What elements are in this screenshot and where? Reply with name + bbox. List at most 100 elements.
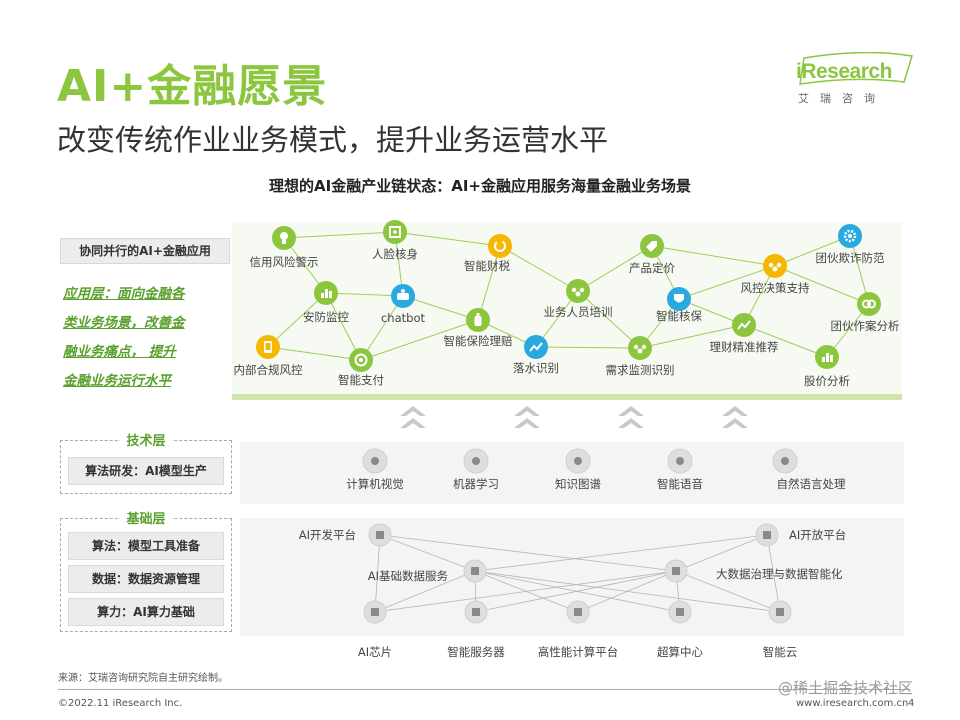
connector-line: [577, 570, 677, 613]
tech-node-label: 智能语音: [657, 477, 703, 491]
ml-icon: [463, 448, 489, 474]
app-node: 内部合规风控: [234, 335, 303, 377]
chevron-up-icon: [722, 406, 748, 428]
chevron-up-icon: [400, 406, 426, 428]
team-icon: [566, 279, 590, 303]
connector-line: [379, 534, 677, 572]
connector-line: [402, 295, 479, 321]
app-node: 安防监控: [303, 281, 349, 324]
tech-nodes: 计算机视觉 机器学习 知识图谱 智能语音 自然语言处理: [346, 448, 846, 491]
connector-line: [675, 570, 781, 613]
group-icon: [763, 254, 787, 278]
desc-line: 金融业务运行水平: [63, 373, 171, 389]
infrastructure-icon: [768, 600, 792, 624]
tech-node-label: 机器学习: [453, 477, 499, 491]
connector-line: [325, 292, 362, 361]
app-node: 理财精准推荐: [710, 313, 779, 354]
payment-icon: [349, 348, 373, 372]
app-node-label: 智能核保: [656, 309, 702, 323]
app-node: 业务人员培训: [544, 279, 613, 319]
base-node-label: 超算中心: [657, 645, 703, 659]
logo-swoosh-icon: [799, 52, 913, 85]
connector-line: [577, 290, 641, 349]
app-node: 智能支付: [338, 348, 384, 387]
connector-line: [477, 245, 501, 321]
app-node: chatbot: [381, 284, 426, 325]
app-node-label: 落水识别: [513, 361, 559, 375]
base-node: AI基础数据服务: [368, 559, 487, 583]
app-node-label: 安防监控: [303, 310, 349, 324]
refresh-icon: [488, 234, 512, 258]
chevron-up-icon: [618, 406, 644, 428]
app-node-label: 智能支付: [338, 373, 384, 387]
chevron-up-icon: [514, 406, 540, 428]
base-node: 智能云: [763, 600, 798, 659]
app-node: 人脸核身: [372, 220, 418, 261]
page-number: 4: [908, 698, 915, 709]
connector-line: [774, 235, 851, 267]
tech-node: 机器学习: [453, 448, 499, 491]
connector-line: [675, 534, 768, 572]
app-node-label: 业务人员培训: [544, 305, 613, 319]
infrastructure-icon: [368, 523, 392, 547]
connector-line: [394, 231, 501, 247]
tech-node: 自然语言处理: [772, 448, 846, 491]
tech-layer-box: 算法研发：AI模型生产: [68, 457, 224, 485]
tech-node: 计算机视觉: [346, 448, 404, 491]
application-panel: [232, 222, 902, 400]
connector-line: [499, 245, 579, 292]
connector-line: [766, 534, 781, 613]
app-layer-description: 应用层：面向金融各 类业务场景，改善金 融业务痛点， 提升 金融业务运行水平: [63, 280, 233, 396]
connector-line: [374, 570, 677, 613]
tech-layer-label-text: 技术层: [120, 434, 172, 449]
infrastructure-icon: [464, 600, 488, 624]
lightbulb-icon: [272, 226, 296, 250]
app-node-label: 智能财税: [464, 259, 510, 273]
connector-line: [374, 534, 381, 613]
app-node: 产品定价: [629, 234, 675, 275]
graph-icon: [565, 448, 591, 474]
app-node-label: 人脸核身: [372, 247, 418, 261]
desc-line: 类业务场景，改善金: [63, 315, 185, 331]
connector-line: [360, 319, 479, 361]
base-node-label: AI开放平台: [789, 528, 846, 542]
connector-line: [743, 324, 828, 358]
mic-icon: [667, 448, 693, 474]
base-node-label: 智能云: [763, 645, 798, 659]
desc-line: 融业务痛点， 提升: [63, 344, 176, 360]
chart-icon: [314, 281, 338, 305]
monitor-icon: [628, 336, 652, 360]
infrastructure-icon: [668, 600, 692, 624]
connector-line: [639, 324, 745, 349]
app-node-label: 信用风险警示: [250, 255, 319, 269]
app-node: 智能核保: [656, 287, 702, 323]
base-nodes: AI开发平台 AI开放平台 AI基础数据服务 大数据治理与数据智能化 AI芯片 智能服务器…: [299, 523, 846, 659]
base-box-data: 数据：数据资源管理: [68, 565, 224, 593]
infrastructure-icon: [566, 600, 590, 624]
connector-line: [678, 265, 776, 300]
app-node: 股价分析: [804, 345, 850, 388]
eye-icon: [362, 448, 388, 474]
tech-node-label: 知识图谱: [555, 477, 601, 491]
app-node-label: chatbot: [381, 311, 426, 325]
app-layer-box: 协同并行的AI+金融应用: [60, 238, 230, 264]
app-node-label: 需求监测识别: [606, 363, 675, 377]
infrastructure-icon: [755, 523, 779, 547]
connector-line: [651, 245, 776, 267]
shield-icon: [667, 287, 691, 311]
watermark: @稀土掘金技术社区: [778, 679, 914, 697]
connector-line: [577, 245, 653, 292]
app-node-label: 股价分析: [804, 374, 850, 388]
tech-node: 知识图谱: [555, 448, 601, 491]
line-chart-icon: [524, 335, 548, 359]
footer-divider: [58, 689, 910, 690]
connector-line: [475, 570, 677, 613]
tech-node: 智能语音: [657, 448, 703, 491]
connector-line: [379, 534, 476, 572]
base-node: 超算中心: [657, 600, 703, 659]
base-node: 智能服务器: [447, 600, 505, 659]
connector-line: [267, 292, 327, 348]
base-node: 大数据治理与数据智能化: [664, 559, 843, 583]
app-node: 信用风险警示: [250, 226, 319, 269]
